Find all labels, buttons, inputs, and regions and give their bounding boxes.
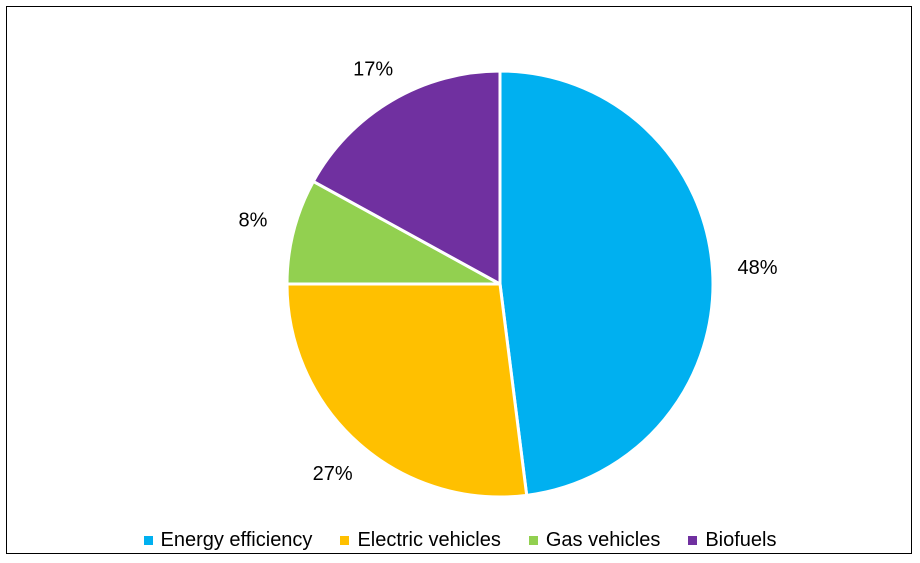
legend-item-gas-vehicles: Gas vehicles	[528, 528, 661, 552]
legend-label: Electric vehicles	[357, 528, 501, 551]
legend-swatch	[528, 535, 538, 545]
data-label-biofuels: 17%	[353, 59, 393, 81]
pie-slice-gas-vehicles	[285, 179, 502, 286]
chart-frame: 48% 27% 8% 17% Energy efficiency Electric ve…	[6, 6, 912, 554]
legend-swatch	[688, 535, 698, 545]
legend-label: Gas vehicles	[545, 528, 661, 551]
pie-slice-energy-efficiency	[498, 69, 715, 497]
legend-swatch	[143, 535, 153, 545]
pie-chart: 48% 27% 8% 17%	[239, 59, 778, 499]
legend: Energy efficiency Electric vehicles Gas ve…	[7, 525, 913, 555]
legend-item-electric-vehicles: Electric vehicles	[340, 528, 501, 552]
legend-label: Energy efficiency	[160, 528, 313, 551]
legend-item-biofuels: Biofuels	[688, 529, 776, 552]
pie-slice-electric-vehicles	[285, 282, 529, 499]
pie-data-labels: 48% 27% 8% 17%	[239, 59, 778, 485]
data-label-electric-vehicles: 27%	[313, 463, 353, 485]
data-label-energy-efficiency: 48%	[737, 257, 777, 279]
legend-label: Biofuels	[705, 528, 777, 551]
legend-swatch	[340, 535, 350, 545]
data-label-gas-vehicles: 8%	[239, 210, 268, 232]
legend-item-energy-efficiency: Energy efficiency	[143, 528, 313, 552]
pie-slices	[285, 69, 715, 499]
pie-slice-biofuels	[311, 69, 502, 286]
